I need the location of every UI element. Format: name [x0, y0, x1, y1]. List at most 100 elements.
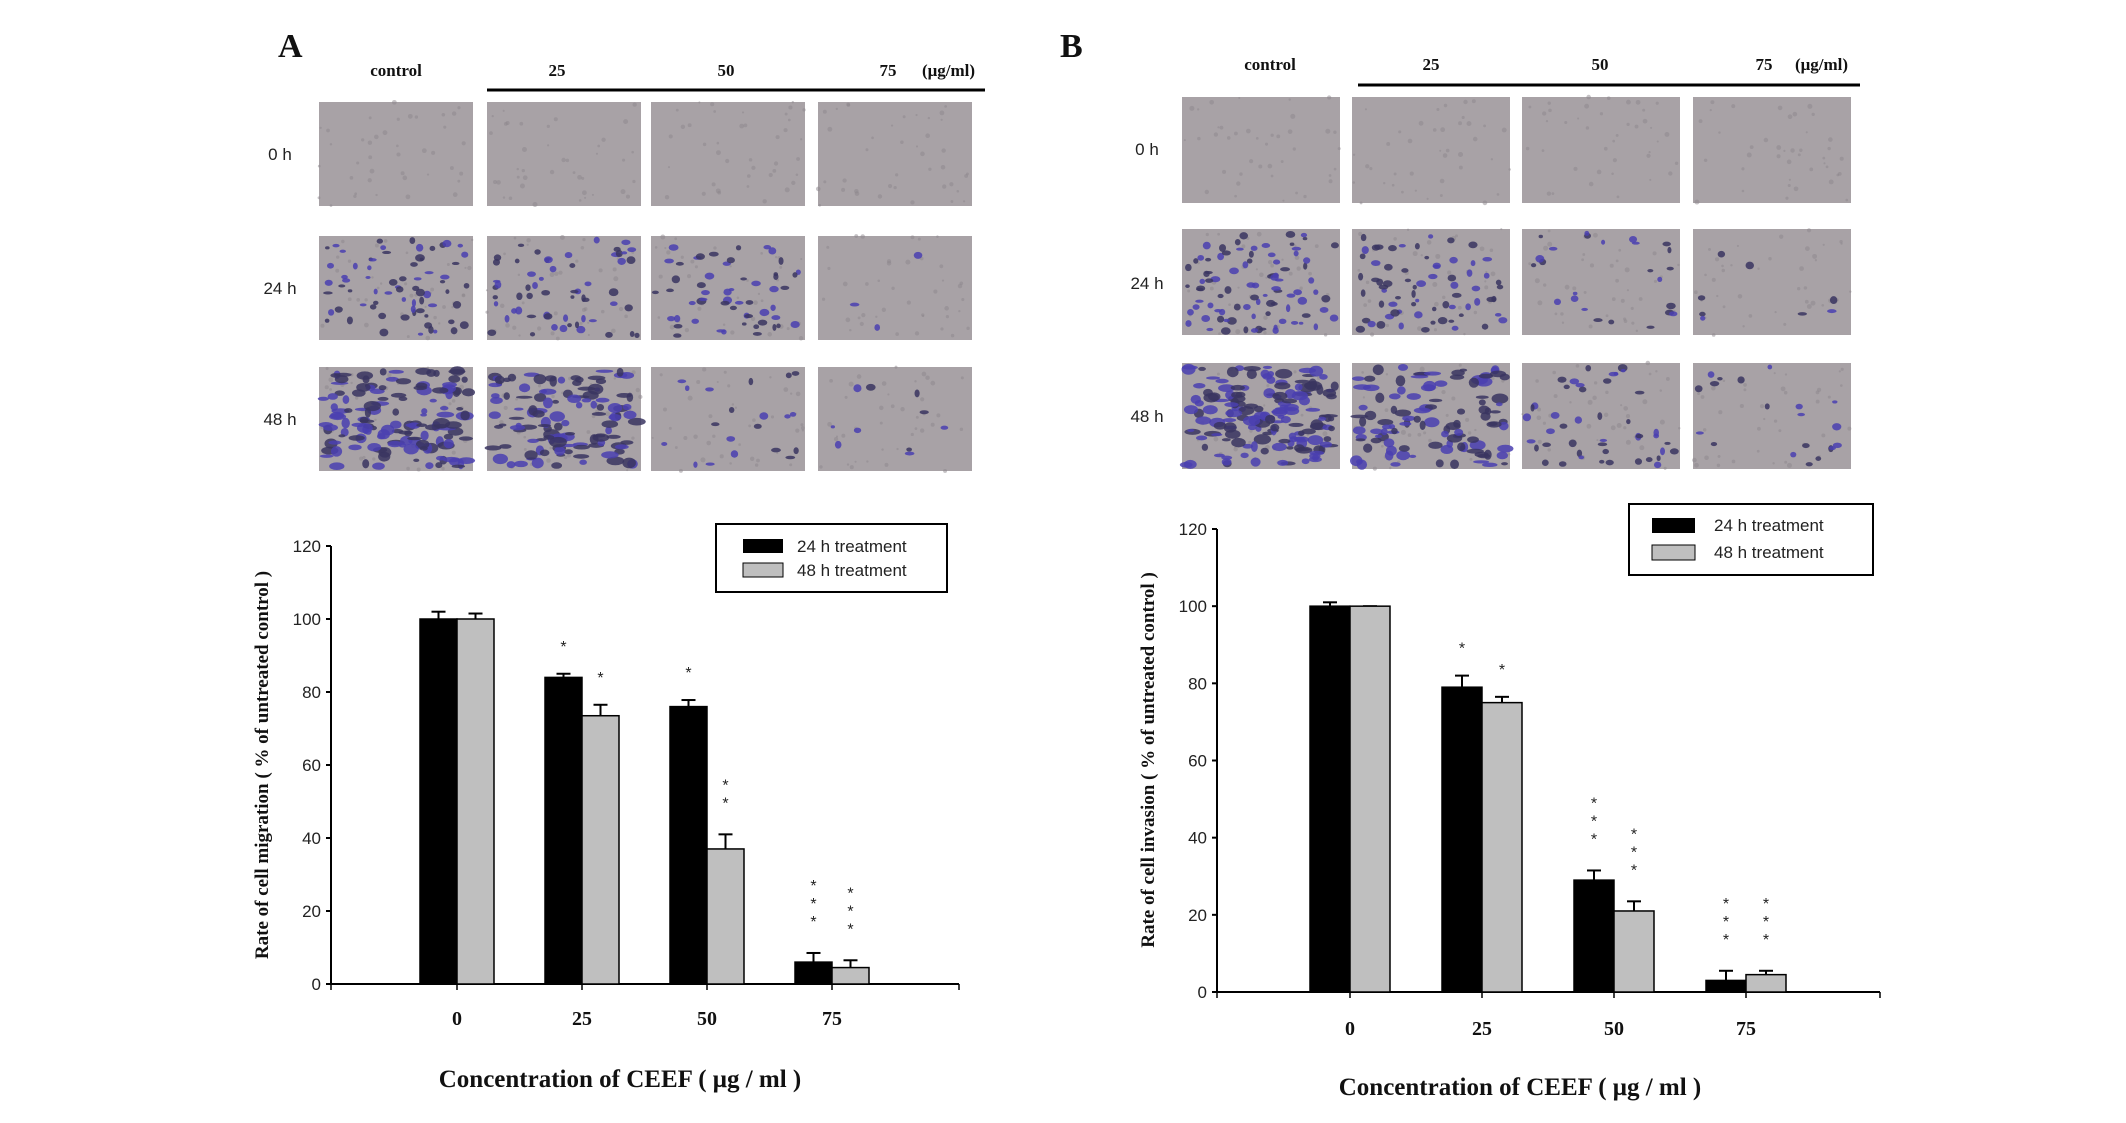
panel-a-row-24h: 24 h [263, 279, 296, 298]
chart-a-bar-24h-50 [669, 705, 708, 985]
chart-b-legend-swatch-48h [1651, 544, 1696, 561]
panel-a-micrograph-r0-c3 [815, 102, 972, 207]
chart-a-significance-star: * [847, 921, 853, 938]
chart-b-xlabel: Concentration of CEEF ( μg / ml ) [1339, 1074, 1702, 1101]
panel-a-letter: A [278, 28, 303, 65]
panel-b-col-75: 75 [1756, 55, 1773, 74]
chart-a-xlabel: Concentration of CEEF ( μg / ml ) [439, 1066, 802, 1093]
chart-a-ytick-label: 100 [293, 610, 321, 629]
chart-b-significance-star: * [1763, 896, 1769, 913]
chart-a-ytick-label: 40 [302, 829, 321, 848]
chart-a-xtick-label: 50 [697, 1008, 717, 1030]
chart-a-significance-star: * [685, 665, 691, 682]
chart-a-legend-48h: 48 h treatment [797, 561, 907, 580]
panel-b-micrograph-r2-c3 [1692, 363, 1852, 469]
panel-b-row-24h: 24 h [1130, 274, 1163, 293]
panel-a-micrograph-r2-c1 [484, 367, 646, 472]
chart-a-legend-swatch-24h [743, 539, 783, 553]
chart-a-legend-swatch-48h [742, 562, 784, 578]
chart-b-ytick-label: 100 [1179, 597, 1207, 616]
chart-b-significance-star: * [1591, 831, 1597, 848]
panel-b-col-25: 25 [1423, 55, 1440, 74]
chart-b-significance-star: * [1499, 662, 1505, 679]
panel-b-col-control: control [1244, 55, 1296, 74]
panel-b-micrograph-r0-c3 [1693, 97, 1851, 205]
chart-b-significance-star: * [1723, 932, 1729, 949]
panel-a-micrograph-r2-c0 [317, 366, 476, 472]
chart-a-ytick-label: 80 [302, 683, 321, 702]
chart-b-bar-48h-25 [1481, 701, 1523, 993]
chart-b-ytick-label: 0 [1198, 983, 1207, 1002]
chart-b-xtick-label: 25 [1472, 1018, 1492, 1040]
chart-a-xtick-label: 25 [572, 1008, 592, 1030]
panel-a-micrograph-r2-c3 [818, 365, 972, 473]
chart-a-xtick-label: 75 [822, 1008, 842, 1030]
chart-a-ylabel: Rate of cell migration ( % of untreated … [252, 571, 273, 959]
panel-a-micrograph-r0-c0 [317, 99, 473, 207]
chart-b-significance-star: * [1631, 826, 1637, 843]
chart-b-xtick-label: 0 [1345, 1018, 1355, 1040]
panel-a-micrograph-r2-c2 [651, 367, 805, 473]
panel-b-micrograph-r0-c0 [1182, 95, 1341, 203]
chart-b-bar-24h-75 [1705, 979, 1747, 993]
panel-b-micrograph-r2-c0 [1179, 363, 1340, 469]
chart-b-ytick-label: 60 [1188, 752, 1207, 771]
chart-b-significance-star: * [1591, 795, 1597, 812]
chart-a-significance-star: * [810, 914, 816, 931]
chart-b-xtick-label: 50 [1604, 1018, 1624, 1040]
chart-b-ytick-label: 40 [1188, 829, 1207, 848]
panel-a-micrograph-r1-c2 [651, 234, 805, 341]
chart-a-ytick-label: 0 [312, 975, 321, 994]
chart-b-ylabel: Rate of cell invasion ( % of untreated c… [1138, 572, 1159, 948]
panel-b-micrograph-r0-c1 [1352, 97, 1511, 206]
chart-a-bar-48h-25 [581, 714, 620, 985]
panel-a-col-control: control [370, 61, 422, 80]
chart-b-invasion: Rate of cell invasion ( % of untreated c… [1138, 503, 1881, 1101]
panel-b-micrograph-r2-c1 [1350, 363, 1514, 471]
panel-a-micrograph-r0-c1 [487, 102, 641, 207]
panel-a-micrograph-r0-c2 [651, 100, 806, 206]
chart-a-significance-star: * [847, 903, 853, 920]
chart-a-bar-48h-50 [706, 848, 745, 985]
chart-b-xtick-label: 75 [1736, 1018, 1756, 1040]
chart-b-bar-24h-25 [1441, 686, 1483, 993]
chart-a-bar-48h-75 [831, 966, 870, 985]
chart-a-significance-star: * [810, 896, 816, 913]
chart-b-ytick-label: 80 [1188, 674, 1207, 693]
chart-b-significance-star: * [1591, 813, 1597, 830]
chart-b-bar-24h-50 [1573, 879, 1615, 993]
chart-a-legend [715, 523, 948, 593]
panel-b-micrograph-r1-c3 [1693, 228, 1852, 337]
chart-a-significance-star: * [722, 777, 728, 794]
panel-b-micrograph-r2-c2 [1521, 360, 1681, 470]
panel-a-micrograph-r1-c3 [818, 234, 972, 340]
chart-b-legend-24h: 24 h treatment [1714, 516, 1824, 535]
panel-b-micrograph-r1-c0 [1182, 229, 1340, 337]
panel-a-micrograph-r1-c0 [319, 236, 474, 341]
chart-b-ytick-label: 120 [1179, 520, 1207, 539]
chart-a-bar-24h-25 [544, 676, 583, 985]
chart-a-significance-star: * [722, 795, 728, 812]
panel-a-col-25: 25 [549, 61, 566, 80]
micrograph-grid [317, 94, 1852, 473]
chart-a-xtick-label: 0 [452, 1008, 462, 1030]
chart-a-migration: Rate of cell migration ( % of untreated … [252, 523, 960, 1093]
panel-b-row-48h: 48 h [1130, 407, 1163, 426]
chart-b-ytick-label: 20 [1188, 906, 1207, 925]
chart-b-legend-48h: 48 h treatment [1714, 543, 1824, 562]
chart-b-legend [1628, 503, 1874, 576]
chart-a-ytick-label: 60 [302, 756, 321, 775]
chart-a-significance-star: * [847, 885, 853, 902]
chart-b-significance-star: * [1723, 914, 1729, 931]
chart-b-significance-star: * [1459, 641, 1465, 658]
panel-b-micrograph-r1-c2 [1522, 229, 1680, 335]
chart-a-bar-24h-0 [419, 618, 458, 985]
chart-a-significance-star: * [810, 878, 816, 895]
panel-a-col-75: 75 [880, 61, 897, 80]
panel-a-row-48h: 48 h [263, 410, 296, 429]
chart-a-legend-24h: 24 h treatment [797, 537, 907, 556]
chart-a-ytick-label: 20 [302, 902, 321, 921]
panel-a-micrograph-r1-c1 [485, 234, 641, 341]
chart-b-bar-48h-0 [1349, 605, 1391, 993]
